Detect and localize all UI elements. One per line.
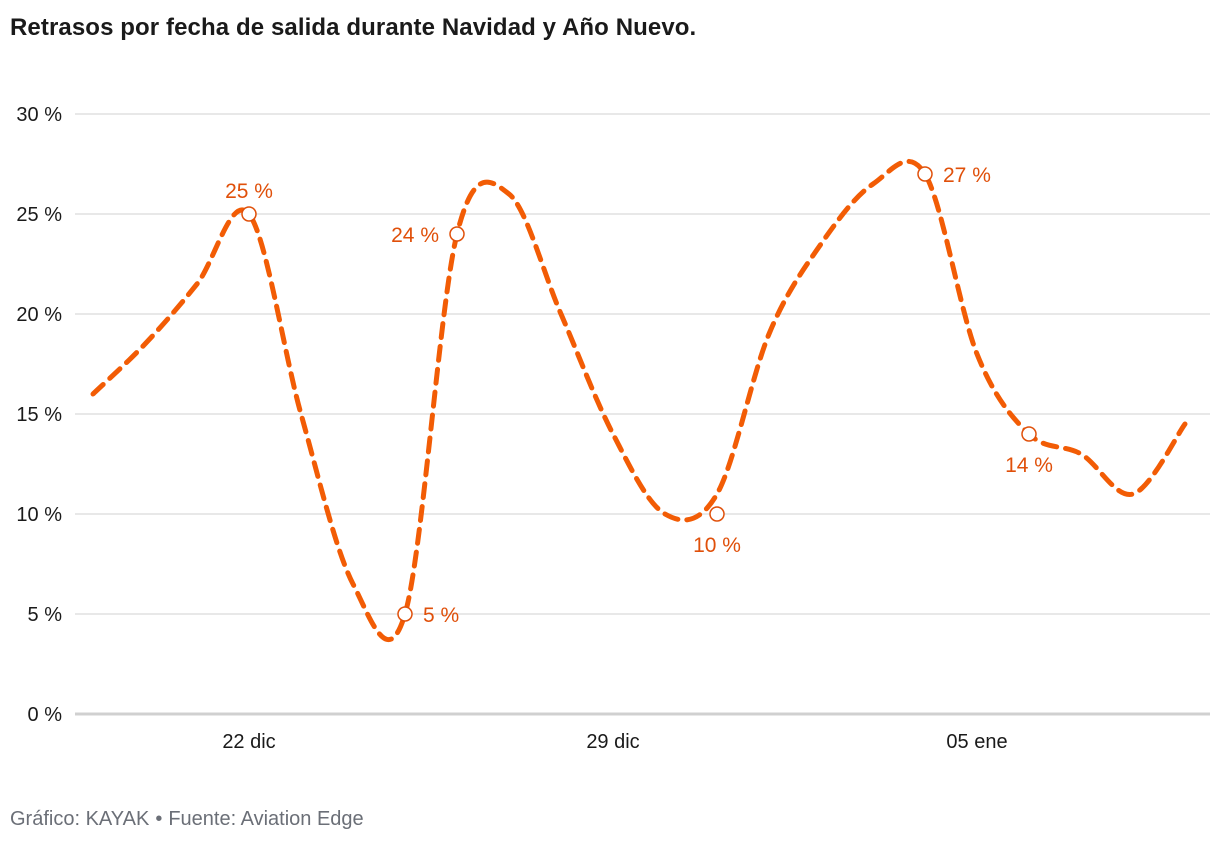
- chart-credit: Gráfico: KAYAK: [10, 808, 150, 830]
- y-tick-label: 30 %: [16, 104, 62, 126]
- delay-series-line: [90, 158, 1188, 643]
- y-tick-label: 5 %: [28, 604, 63, 626]
- chart-footer: Gráfico: KAYAK • Fuente: Aviation Edge: [10, 808, 364, 831]
- data-label: 27 %: [943, 164, 991, 187]
- data-label: 25 %: [225, 180, 273, 203]
- data-label: 10 %: [693, 534, 741, 557]
- chart-title: Retrasos por fecha de salida durante Nav…: [10, 14, 697, 41]
- x-tick-label: 22 dic: [222, 731, 275, 753]
- annotated-points: [241, 166, 1037, 622]
- y-gridlines: [75, 113, 1210, 716]
- data-point-marker: [449, 226, 465, 242]
- y-tick-label: 15 %: [16, 404, 62, 426]
- data-point-marker: [241, 206, 257, 222]
- y-tick-label: 20 %: [16, 304, 62, 326]
- x-axis-ticks: 22 dic 29 dic 05 ene: [222, 731, 1007, 753]
- x-tick-label: 05 ene: [946, 731, 1007, 753]
- x-tick-label: 29 dic: [586, 731, 639, 753]
- data-label: 5 %: [423, 604, 459, 627]
- data-label: 24 %: [391, 224, 439, 247]
- data-source: Fuente: Aviation Edge: [168, 808, 364, 830]
- data-point-marker: [917, 166, 933, 182]
- data-label: 14 %: [1005, 454, 1053, 477]
- y-tick-label: 25 %: [16, 204, 62, 226]
- data-point-marker: [1021, 426, 1037, 442]
- y-tick-label: 10 %: [16, 504, 62, 526]
- footer-separator: •: [155, 808, 163, 830]
- data-labels: 25 % 5 % 24 % 10 % 27 % 14 %: [225, 164, 1053, 627]
- data-point-marker: [709, 506, 725, 522]
- delay-line-chart: 0 % 5 % 10 % 15 % 20 % 25 % 30 % 22 dic 29 dic 0…: [16, 104, 1210, 753]
- series-layer: [90, 158, 1188, 643]
- y-axis-ticks: 0 % 5 % 10 % 15 % 20 % 25 % 30 %: [16, 104, 62, 726]
- data-point-marker: [397, 606, 413, 622]
- y-tick-label: 0 %: [28, 704, 63, 726]
